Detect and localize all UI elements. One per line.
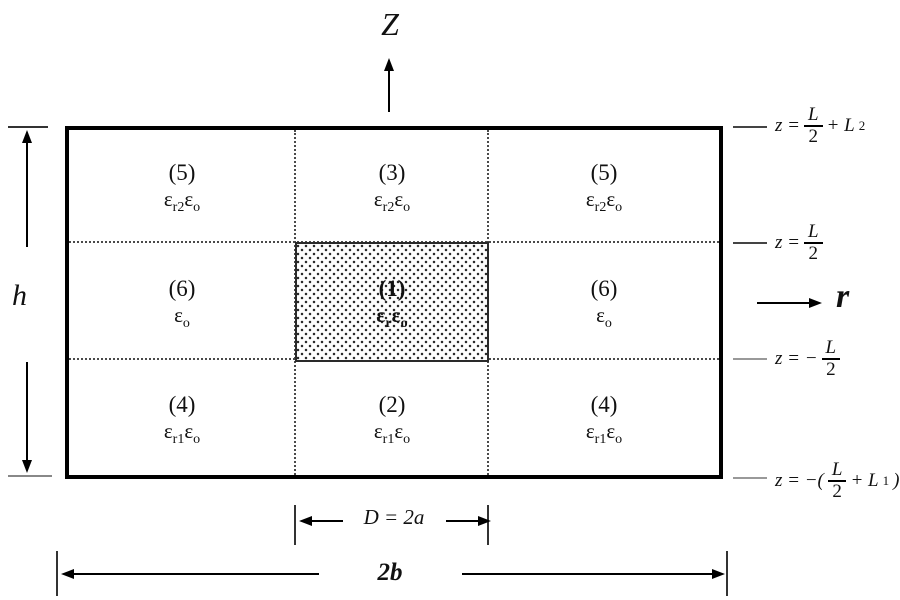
z-level-pre: z = bbox=[775, 115, 800, 136]
region-permittivity: εo bbox=[596, 302, 612, 331]
z-level-label-3: z = −(L 2 + L 1) bbox=[775, 459, 900, 502]
h-dimension-label: h bbox=[12, 279, 27, 312]
region-number: (5) bbox=[590, 160, 618, 185]
region-permittivity: εrεo bbox=[376, 302, 408, 331]
core-region-shaded bbox=[295, 242, 489, 362]
region-5-top-right: (5) εr2εo bbox=[489, 132, 719, 239]
tick-z-upper-mid bbox=[733, 242, 767, 244]
region-permittivity: εr1εo bbox=[373, 418, 411, 447]
h-extent-line-bottom bbox=[8, 475, 52, 477]
fraction-numerator: L bbox=[803, 222, 823, 244]
fraction-denominator: 2 bbox=[832, 481, 842, 502]
r-axis-arrow-shaft bbox=[757, 302, 811, 304]
region-permittivity: εr2εo bbox=[373, 187, 411, 216]
d-arrowhead-right-icon bbox=[478, 516, 491, 526]
region-6-mid-right: (6) εo bbox=[489, 244, 719, 358]
region-3-top-center: (3) εr2εo bbox=[295, 132, 489, 239]
z-level-post: + L bbox=[850, 470, 879, 491]
region-1-core: (1) εrεo bbox=[295, 244, 489, 358]
region-number: (4) bbox=[590, 391, 618, 417]
fraction-numerator: L bbox=[827, 460, 847, 482]
region-number: (6) bbox=[168, 275, 196, 301]
z-axis-label: Z bbox=[381, 6, 399, 42]
z-level-label-1: z = L 2 bbox=[775, 214, 823, 272]
b-arrow-left-shaft bbox=[71, 573, 319, 575]
fraction-denominator: 2 bbox=[808, 126, 819, 147]
region-number: (2) bbox=[378, 391, 406, 417]
h-arrowhead-down-icon bbox=[22, 460, 32, 473]
b-extent-bar-left bbox=[56, 551, 58, 596]
h-arrow-upper-shaft bbox=[26, 142, 28, 247]
z-axis-arrowhead-icon bbox=[384, 58, 394, 71]
r-axis-label: r bbox=[836, 278, 850, 315]
d-dimension-label: D = 2a bbox=[363, 505, 425, 529]
tick-z-bottom bbox=[733, 477, 767, 479]
h-extent-line-top bbox=[8, 126, 48, 128]
h-arrow-lower-shaft bbox=[26, 362, 28, 462]
z-level-post: + L bbox=[826, 115, 855, 136]
d-extent-bar-left bbox=[294, 505, 296, 545]
z-level-label-0: z = L 2 + L 2 bbox=[775, 104, 866, 147]
region-2-bottom-center: (2) εr1εo bbox=[295, 362, 489, 472]
d-arrowhead-left-icon bbox=[299, 516, 312, 526]
d-arrow-left-shaft bbox=[309, 520, 343, 522]
z-axis-arrow-shaft bbox=[388, 70, 390, 112]
region-number: (6) bbox=[590, 275, 618, 301]
fraction-denominator: 2 bbox=[808, 243, 819, 264]
region-6-mid-left: (6) εo bbox=[69, 244, 295, 358]
region-permittivity: εo bbox=[174, 302, 190, 331]
r-axis-arrowhead-icon bbox=[809, 298, 822, 308]
fraction-numerator: L bbox=[803, 105, 823, 127]
b-dimension-label: 2b bbox=[377, 559, 403, 586]
fraction-denominator: 2 bbox=[826, 359, 836, 380]
tick-z-top bbox=[733, 126, 767, 128]
z-level-close: ) bbox=[893, 470, 900, 491]
region-number: (4) bbox=[168, 391, 196, 417]
region-4-bottom-right: (4) εr1εo bbox=[489, 362, 719, 472]
b-arrowhead-left-icon bbox=[61, 569, 74, 579]
tick-z-lower-mid bbox=[733, 358, 767, 360]
b-arrow-right-shaft bbox=[462, 573, 715, 575]
z-level-pre: z = −( bbox=[775, 470, 824, 491]
region-4-bottom-left: (4) εr1εo bbox=[69, 362, 295, 472]
region-number: (1) bbox=[378, 275, 406, 301]
region-5-top-left: (5) εr2εo bbox=[69, 132, 295, 239]
fraction-numerator: L bbox=[821, 338, 841, 360]
region-permittivity: εr2εo bbox=[585, 187, 623, 216]
d-arrow-right-shaft bbox=[446, 520, 480, 522]
z-level-pre: z = bbox=[775, 232, 800, 253]
h-arrowhead-up-icon bbox=[22, 130, 32, 143]
z-level-label-2: z = − L 2 bbox=[775, 330, 841, 388]
b-extent-bar-right bbox=[726, 551, 728, 596]
region-number: (5) bbox=[168, 160, 196, 185]
region-permittivity: εr1εo bbox=[585, 418, 623, 447]
region-number: (3) bbox=[378, 160, 406, 185]
region-permittivity: εr2εo bbox=[163, 187, 201, 216]
z-level-pre: z = − bbox=[775, 348, 818, 369]
b-arrowhead-right-icon bbox=[712, 569, 725, 579]
region-permittivity: εr1εo bbox=[163, 418, 201, 447]
